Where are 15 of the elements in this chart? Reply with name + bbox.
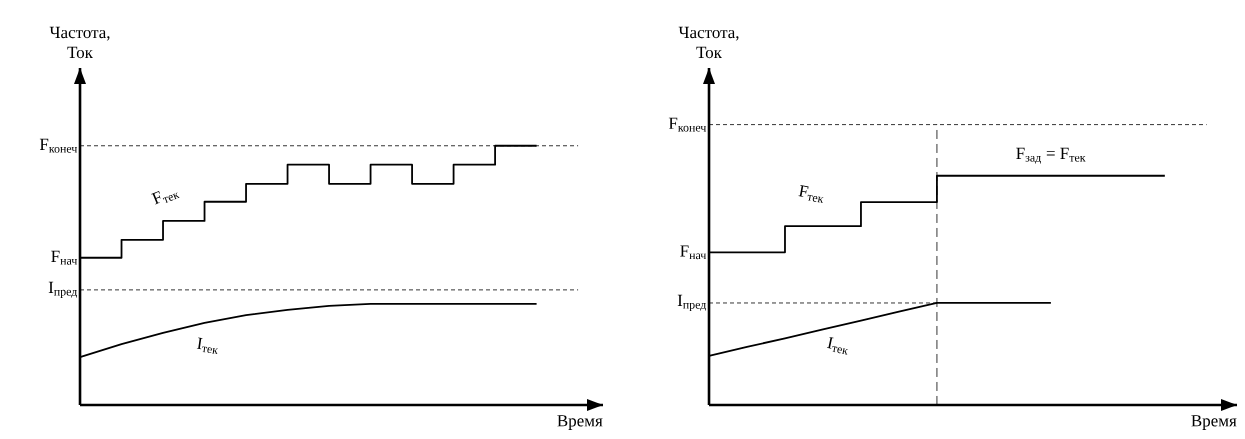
ref-line-label: I$_{пред}$ — [48, 281, 78, 299]
text: F$_{нач}$ — [51, 250, 78, 265]
text: I$_{тек}$ — [826, 336, 849, 355]
x-axis-title: Время — [557, 415, 603, 430]
y-axis-title: Частота, Ток — [678, 26, 739, 59]
text: I$_{тек}$ — [196, 337, 219, 355]
y-axis-title: Частота, Ток — [49, 26, 110, 59]
ref-line-label: F$_{конеч}$ — [39, 138, 78, 153]
annotation: F$_{нач}$ — [680, 245, 707, 260]
ref-line-label: I$_{пред}$ — [677, 294, 707, 312]
text: F$_{тек}$ — [798, 185, 824, 203]
text: F$_{зад}$ = F$_{тек}$ — [1016, 147, 1086, 164]
text: F$_{тек}$ — [151, 190, 180, 205]
ref-line-label: F$_{конеч}$ — [668, 117, 707, 132]
x-axis-title: Время — [1191, 415, 1237, 430]
